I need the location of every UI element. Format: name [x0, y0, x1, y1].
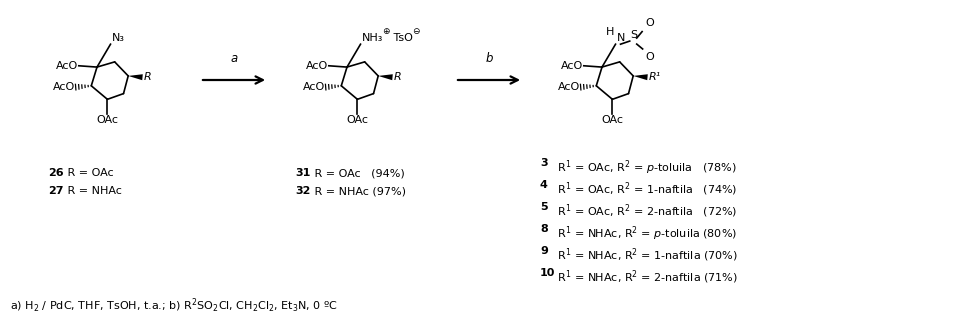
- Text: ⊖: ⊖: [412, 27, 419, 36]
- Text: 31: 31: [295, 168, 310, 178]
- Text: b: b: [485, 52, 492, 65]
- Text: AcO: AcO: [53, 82, 74, 92]
- Text: 5: 5: [539, 202, 547, 212]
- Text: a) H$_2$ / PdC, THF, TsOH, t.a.; b) R$^2$SO$_2$Cl, CH$_2$Cl$_2$, Et$_3$N, 0 ºC: a) H$_2$ / PdC, THF, TsOH, t.a.; b) R$^2…: [10, 297, 338, 315]
- Text: R$^1$ = NHAc, R$^2$ = $p$-toluila (80%): R$^1$ = NHAc, R$^2$ = $p$-toluila (80%): [553, 224, 737, 243]
- Text: a: a: [231, 52, 237, 65]
- Text: 27: 27: [48, 186, 64, 196]
- Text: OAc: OAc: [346, 114, 368, 125]
- Text: OAc: OAc: [97, 114, 118, 125]
- Text: R = NHAc: R = NHAc: [64, 186, 122, 196]
- Text: AcO: AcO: [56, 61, 78, 71]
- Text: R$^1$ = OAc, R$^2$ = 1-naftila   (74%): R$^1$ = OAc, R$^2$ = 1-naftila (74%): [553, 180, 737, 197]
- Text: N: N: [616, 33, 624, 43]
- Polygon shape: [128, 74, 143, 80]
- Text: ⊕: ⊕: [382, 27, 390, 36]
- Text: OAc: OAc: [601, 114, 622, 125]
- Text: R: R: [393, 72, 401, 82]
- Text: AcO: AcO: [302, 82, 324, 92]
- Text: O: O: [645, 52, 654, 62]
- Text: 3: 3: [539, 158, 547, 168]
- Text: AcO: AcO: [560, 61, 582, 71]
- Text: 8: 8: [539, 224, 547, 234]
- Polygon shape: [632, 74, 647, 80]
- Text: H: H: [606, 27, 615, 37]
- Text: R$^1$ = NHAc, R$^2$ = 2-naftila (71%): R$^1$ = NHAc, R$^2$ = 2-naftila (71%): [553, 268, 737, 286]
- Text: R = OAc   (94%): R = OAc (94%): [311, 168, 404, 178]
- Text: R¹: R¹: [648, 72, 660, 82]
- Text: 9: 9: [539, 246, 547, 256]
- Text: TsO: TsO: [389, 33, 412, 43]
- Text: R$^1$ = OAc, R$^2$ = $p$-toluila   (78%): R$^1$ = OAc, R$^2$ = $p$-toluila (78%): [553, 158, 736, 176]
- Text: N₃: N₃: [111, 33, 124, 43]
- Text: R: R: [144, 72, 151, 82]
- Polygon shape: [378, 74, 393, 80]
- Text: R$^1$ = OAc, R$^2$ = 2-naftila   (72%): R$^1$ = OAc, R$^2$ = 2-naftila (72%): [553, 202, 737, 220]
- Text: 4: 4: [539, 180, 547, 190]
- Text: NH₃: NH₃: [361, 33, 383, 43]
- Text: O: O: [645, 17, 654, 28]
- Text: R = NHAc (97%): R = NHAc (97%): [311, 186, 405, 196]
- Text: R = OAc: R = OAc: [64, 168, 113, 178]
- Text: AcO: AcO: [305, 61, 327, 71]
- Text: R$^1$ = NHAc, R$^2$ = 1-naftila (70%): R$^1$ = NHAc, R$^2$ = 1-naftila (70%): [553, 246, 737, 264]
- Text: AcO: AcO: [557, 82, 579, 92]
- Text: S: S: [629, 30, 637, 40]
- Text: 32: 32: [295, 186, 310, 196]
- Text: 10: 10: [539, 268, 555, 278]
- Text: 26: 26: [48, 168, 64, 178]
